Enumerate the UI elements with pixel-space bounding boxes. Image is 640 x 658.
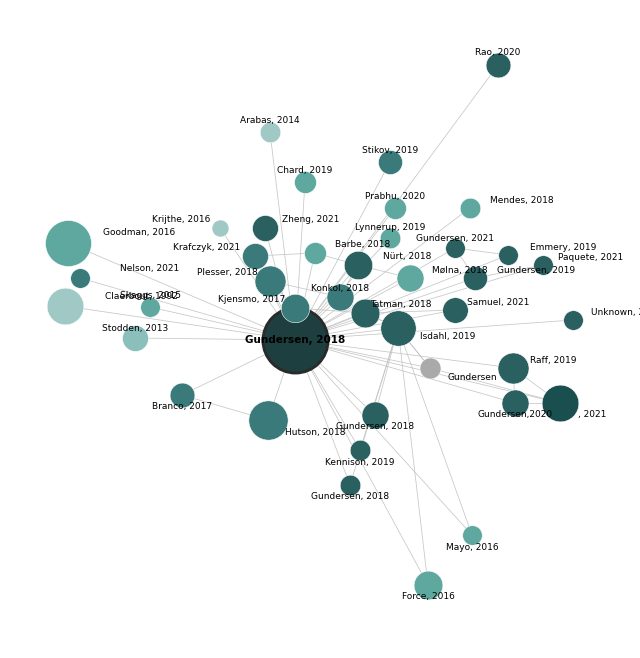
Text: Lynnerup, 2019: Lynnerup, 2019 [355, 224, 425, 232]
Text: Prabhu, 2020: Prabhu, 2020 [365, 193, 425, 201]
Text: Konkol, 2018: Konkol, 2018 [311, 284, 369, 293]
Text: Skaggs, 2015: Skaggs, 2015 [120, 291, 180, 301]
Text: Chard, 2019: Chard, 2019 [277, 166, 333, 174]
Text: Unknown, 2021: Unknown, 2021 [591, 307, 640, 316]
Text: Claerbout, 1992: Claerbout, 1992 [105, 291, 178, 301]
Text: Mayo, 2016: Mayo, 2016 [445, 542, 499, 551]
Point [265, 127, 275, 138]
Point [423, 580, 433, 590]
Point [290, 335, 300, 345]
Text: , 2021: , 2021 [578, 411, 606, 420]
Text: Gundersen, 2019: Gundersen, 2019 [497, 265, 575, 274]
Text: Gundersen, 2021: Gundersen, 2021 [416, 234, 494, 243]
Point [353, 260, 363, 270]
Text: Kjensmo, 2017: Kjensmo, 2017 [218, 295, 285, 305]
Text: Mølna, 2018: Mølna, 2018 [432, 265, 488, 274]
Text: Tatman, 2018: Tatman, 2018 [370, 301, 431, 309]
Point [360, 308, 370, 318]
Point [345, 480, 355, 490]
Point [370, 410, 380, 420]
Point [63, 238, 73, 248]
Point [177, 390, 187, 400]
Point [450, 305, 460, 315]
Point [405, 272, 415, 283]
Text: Paquete, 2021: Paquete, 2021 [558, 253, 623, 261]
Point [215, 223, 225, 234]
Text: Stodden, 2013: Stodden, 2013 [102, 324, 168, 332]
Text: Goodman, 2016: Goodman, 2016 [103, 228, 175, 238]
Text: Mendes, 2018: Mendes, 2018 [490, 195, 554, 205]
Point [385, 233, 395, 243]
Text: Krijthe, 2016: Krijthe, 2016 [152, 215, 210, 224]
Point [390, 203, 400, 213]
Text: Arabas, 2014: Arabas, 2014 [240, 116, 300, 124]
Text: Hutson, 2018: Hutson, 2018 [285, 428, 346, 438]
Point [130, 333, 140, 343]
Point [250, 251, 260, 261]
Point [510, 397, 520, 408]
Text: Isdahl, 2019: Isdahl, 2019 [420, 332, 476, 340]
Point [568, 315, 578, 325]
Text: Branco, 2017: Branco, 2017 [152, 403, 212, 411]
Text: Gundersen, 2018: Gundersen, 2018 [336, 422, 414, 432]
Point [60, 301, 70, 311]
Point [300, 177, 310, 188]
Point [508, 363, 518, 373]
Point [467, 530, 477, 540]
Text: Rao, 2020: Rao, 2020 [476, 49, 521, 57]
Text: Stikov, 2019: Stikov, 2019 [362, 147, 418, 155]
Point [465, 203, 475, 213]
Text: Raff, 2019: Raff, 2019 [530, 355, 577, 365]
Point [145, 302, 155, 313]
Text: Samuel, 2021: Samuel, 2021 [467, 297, 529, 307]
Point [290, 303, 300, 313]
Point [385, 157, 395, 167]
Point [450, 243, 460, 253]
Point [260, 223, 270, 234]
Text: Barbe, 2018: Barbe, 2018 [335, 241, 390, 249]
Point [265, 276, 275, 286]
Text: Nelson, 2021: Nelson, 2021 [120, 263, 179, 272]
Text: Gundersen, 2018: Gundersen, 2018 [311, 492, 389, 501]
Text: Nürt, 2018: Nürt, 2018 [383, 253, 431, 261]
Text: Kennison, 2019: Kennison, 2019 [325, 457, 395, 467]
Text: Force, 2016: Force, 2016 [401, 592, 454, 601]
Point [335, 291, 345, 302]
Text: Gundersen: Gundersen [448, 374, 498, 382]
Point [425, 363, 435, 373]
Text: Emmery, 2019: Emmery, 2019 [530, 243, 596, 251]
Point [503, 250, 513, 261]
Text: Zheng, 2021: Zheng, 2021 [282, 215, 339, 224]
Point [493, 60, 503, 70]
Point [263, 415, 273, 425]
Text: Gundersen,2020: Gundersen,2020 [477, 411, 552, 420]
Point [538, 260, 548, 270]
Point [355, 445, 365, 455]
Point [310, 247, 320, 258]
Point [555, 397, 565, 408]
Point [470, 272, 480, 283]
Text: Krafczyk, 2021: Krafczyk, 2021 [173, 243, 240, 253]
Text: Gundersen, 2018: Gundersen, 2018 [245, 335, 345, 345]
Text: Plesser, 2018: Plesser, 2018 [197, 268, 258, 278]
Point [393, 322, 403, 333]
Point [75, 272, 85, 283]
